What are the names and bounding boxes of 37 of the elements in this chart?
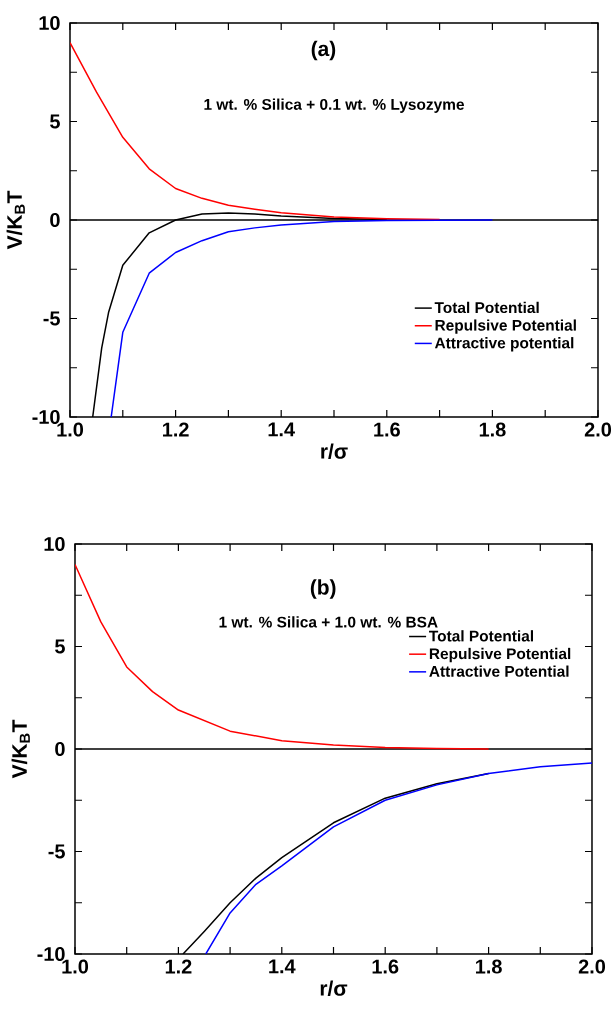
x-tick-label: 1.4 xyxy=(268,422,295,437)
x-tick-label: 1.8 xyxy=(479,422,506,437)
legend-label: Attractive Potential xyxy=(429,665,569,677)
x-tick-label: 2.0 xyxy=(578,959,605,974)
x-tick-label: 1.6 xyxy=(372,959,399,974)
y-axis-title: V/K$_{B}$T xyxy=(11,719,30,779)
y-tick-label: -5 xyxy=(43,311,60,326)
y-tick-label: 10 xyxy=(39,15,60,31)
legend-label: Total Potential xyxy=(428,630,533,642)
y-tick-label: 5 xyxy=(49,114,60,129)
y-tick-label: -10 xyxy=(32,409,60,425)
text: 1 wt. % Silica + 0.1 wt. % Lysozyme xyxy=(204,98,464,113)
y-tick-label: -10 xyxy=(37,946,65,962)
x-tick-label: 1.0 xyxy=(62,959,88,974)
y-tick-label: -5 xyxy=(48,844,65,859)
y-tick-label: 0 xyxy=(55,741,65,757)
x-tick-label: 1.2 xyxy=(162,422,189,437)
x-axis-title: r/σ xyxy=(321,443,348,460)
y-tick-label: 10 xyxy=(44,536,65,552)
legend-label: Total Potential xyxy=(434,301,539,314)
text: (b) xyxy=(310,579,336,599)
x-tick-label: 1.0 xyxy=(57,422,83,437)
x-axis-title: r/σ xyxy=(320,980,348,997)
legend-label: Attractive potential xyxy=(434,337,574,352)
x-tick-label: 1.6 xyxy=(374,422,400,437)
text: 1 wt. % Silica + 1.0 wt. % BSA xyxy=(219,616,438,628)
legend-label: Repulsive Potential xyxy=(435,319,576,334)
x-tick-label: 1.2 xyxy=(165,959,192,974)
legend-label: Repulsive Potential xyxy=(429,647,571,663)
y-axis-title: V/K$_{B}$T xyxy=(6,190,25,250)
text: (a) xyxy=(311,40,336,61)
y-tick-label: 5 xyxy=(54,639,65,654)
x-tick-label: 1.8 xyxy=(475,959,502,974)
line-series xyxy=(204,762,592,954)
y-tick-label: 0 xyxy=(50,212,60,228)
x-tick-label: 2.0 xyxy=(584,422,611,437)
x-tick-label: 1.4 xyxy=(269,959,296,974)
